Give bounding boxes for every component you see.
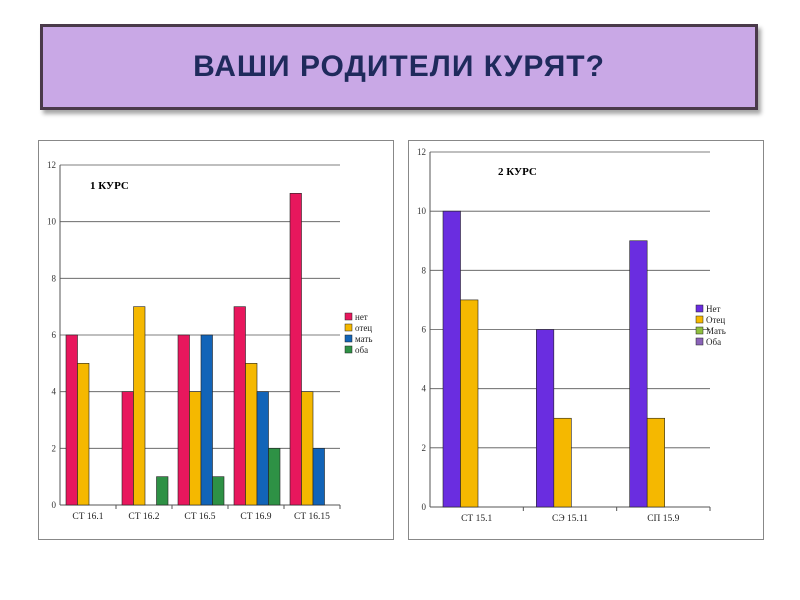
- y-tick-label: 6: [422, 325, 427, 335]
- bar: [460, 299, 479, 508]
- bar: [442, 210, 461, 508]
- y-tick-label: 4: [52, 387, 57, 397]
- legend-label: отец: [355, 323, 372, 333]
- legend-label: мать: [355, 334, 372, 344]
- legend-swatch: [344, 334, 353, 343]
- y-tick-label: 10: [417, 206, 427, 216]
- x-tick-label: СТ 16.5: [184, 512, 215, 522]
- bar: [256, 391, 269, 506]
- page-title: ВАШИ РОДИТЕЛИ КУРЯТ?: [193, 50, 605, 83]
- bar: [629, 240, 648, 508]
- x-tick-label: СТ 16.15: [294, 512, 330, 522]
- bar: [133, 306, 146, 506]
- legend-swatch: [695, 337, 704, 346]
- bar: [177, 334, 190, 506]
- x-tick-label: СТ 16.1: [72, 512, 103, 522]
- y-tick-label: 12: [47, 160, 56, 170]
- legend-swatch: [695, 326, 704, 335]
- y-tick-label: 0: [422, 502, 427, 512]
- bar: [200, 334, 213, 506]
- x-tick-label: СТ 15.1: [461, 514, 492, 524]
- bar: [646, 417, 665, 508]
- legend-label: Мать: [706, 326, 726, 336]
- legend-label: Оба: [706, 337, 721, 347]
- y-tick-label: 8: [52, 273, 57, 283]
- bar: [65, 334, 78, 506]
- y-tick-label: 8: [422, 265, 427, 275]
- y-tick-label: 2: [422, 443, 427, 453]
- legend-swatch: [344, 312, 353, 321]
- legend-label: Отец: [706, 315, 725, 325]
- title-banner: ВАШИ РОДИТЕЛИ КУРЯТ?: [40, 24, 758, 110]
- bar: [289, 193, 302, 506]
- chart-1-course: 0 2 4 6 8 10 12 СТ 16.1 СТ 16.2 СТ 16.5 СТ 16.9 СТ …: [38, 140, 394, 540]
- legend-swatch: [695, 304, 704, 313]
- chart-1-svg: 0 2 4 6 8 10 12 СТ 16.1 СТ 16.2 СТ 16.5 СТ 16.9 СТ …: [38, 140, 394, 540]
- bar: [233, 306, 246, 506]
- chart-frame: [38, 140, 394, 540]
- bar: [189, 391, 202, 506]
- bar: [77, 363, 90, 506]
- y-tick-label: 10: [47, 217, 57, 227]
- x-tick-label: СТ 16.2: [128, 512, 159, 522]
- y-tick-label: 4: [422, 384, 427, 394]
- chart-2-course: 0 2 4 6 8 10 12 СТ 15.1 СЭ 15.11 СП 15.9 2 КУРС Нет…: [408, 140, 764, 540]
- chart-title: 1 КУРС: [90, 180, 129, 192]
- legend-swatch: [344, 345, 353, 354]
- legend-swatch: [695, 315, 704, 324]
- legend-label: Нет: [706, 304, 720, 314]
- bar: [553, 417, 572, 508]
- chart-title: 2 КУРС: [498, 166, 537, 178]
- bar: [536, 329, 555, 508]
- y-tick-label: 2: [52, 443, 57, 453]
- chart-2-svg: 0 2 4 6 8 10 12 СТ 15.1 СЭ 15.11 СП 15.9 2 КУРС Нет…: [408, 140, 764, 540]
- x-tick-label: СП 15.9: [647, 514, 679, 524]
- bar: [268, 448, 281, 506]
- y-tick-label: 12: [417, 147, 426, 157]
- x-tick-label: СТ 16.9: [240, 512, 271, 522]
- bar: [312, 448, 325, 506]
- bar: [245, 363, 258, 506]
- bar: [156, 476, 169, 506]
- legend-label: нет: [355, 312, 368, 322]
- y-tick-label: 6: [52, 330, 57, 340]
- y-tick-label: 0: [52, 500, 57, 510]
- legend-label: оба: [355, 345, 368, 355]
- legend-swatch: [344, 323, 353, 332]
- bar: [121, 391, 134, 506]
- bar: [212, 476, 225, 506]
- bar: [301, 391, 314, 506]
- x-tick-label: СЭ 15.11: [552, 514, 588, 524]
